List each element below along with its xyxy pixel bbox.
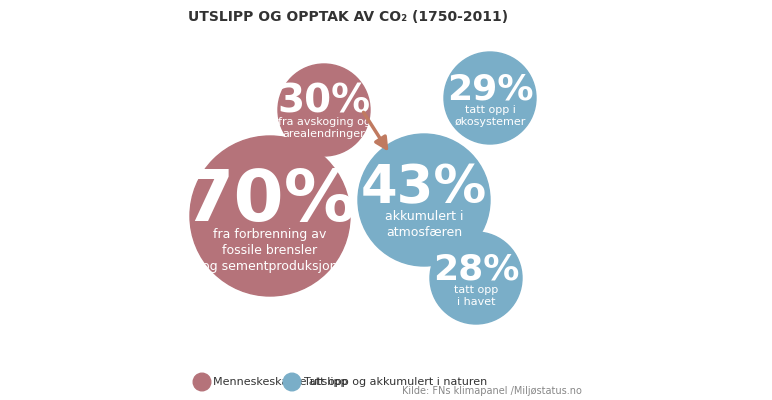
Circle shape [358, 134, 490, 266]
Text: fra forbrenning av
fossile brensler
og sementproduksjon: fra forbrenning av fossile brensler og s… [202, 228, 338, 273]
Text: UTSLIPP OG OPPTAK AV CO₂ (1750-2011): UTSLIPP OG OPPTAK AV CO₂ (1750-2011) [188, 10, 508, 24]
Text: akkumulert i
atmosfæren: akkumulert i atmosfæren [384, 210, 463, 239]
Text: 43%: 43% [361, 162, 487, 214]
Circle shape [193, 373, 211, 391]
Text: tatt opp i
økosystemer: tatt opp i økosystemer [454, 105, 526, 127]
Circle shape [444, 52, 536, 144]
Circle shape [278, 64, 370, 156]
Circle shape [283, 373, 301, 391]
Text: tatt opp
i havet: tatt opp i havet [454, 285, 498, 307]
Circle shape [430, 232, 522, 324]
Text: Kilde: FNs klimapanel /Miljøstatus.no: Kilde: FNs klimapanel /Miljøstatus.no [402, 386, 582, 396]
Text: Tatt opp og akkumulert i naturen: Tatt opp og akkumulert i naturen [304, 377, 487, 387]
Circle shape [190, 136, 350, 296]
Text: Menneskeskapte utslipp: Menneskeskapte utslipp [213, 377, 347, 387]
Text: 28%: 28% [433, 253, 520, 287]
Text: 29%: 29% [447, 73, 533, 107]
Text: fra avskoging og
arealendringer: fra avskoging og arealendringer [277, 117, 371, 139]
Text: 30%: 30% [277, 83, 371, 121]
Text: 70%: 70% [184, 167, 357, 236]
